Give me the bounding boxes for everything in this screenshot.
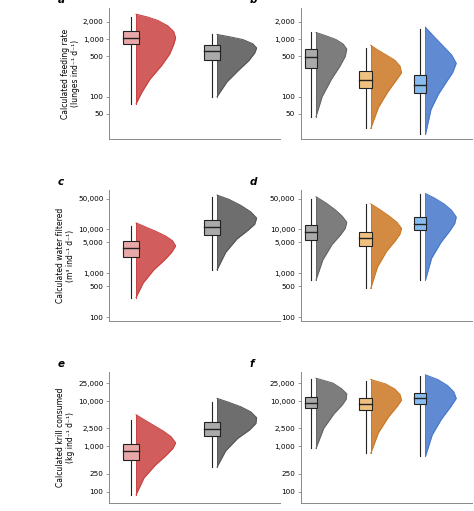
Text: b: b — [249, 0, 256, 5]
Text: f: f — [249, 359, 254, 369]
Bar — [414, 217, 427, 230]
Bar — [305, 49, 317, 67]
Text: c: c — [58, 177, 64, 187]
Bar — [305, 397, 317, 408]
Bar — [123, 444, 138, 460]
Y-axis label: Calculated water filtered
(m³ ind⁻¹ d⁻¹): Calculated water filtered (m³ ind⁻¹ d⁻¹) — [56, 208, 75, 303]
Bar — [204, 422, 219, 436]
Text: d: d — [249, 177, 256, 187]
Text: a: a — [58, 0, 65, 5]
Y-axis label: Calculated krill consumed
(kg ind⁻¹ d⁻¹): Calculated krill consumed (kg ind⁻¹ d⁻¹) — [56, 388, 75, 487]
Bar — [123, 241, 138, 258]
Bar — [414, 393, 427, 404]
Bar — [359, 231, 372, 246]
Bar — [204, 44, 219, 60]
Bar — [204, 220, 219, 235]
Text: e: e — [58, 359, 65, 369]
Bar — [359, 398, 372, 410]
Bar — [414, 75, 427, 93]
Bar — [359, 72, 372, 88]
Bar — [123, 32, 138, 44]
Y-axis label: Calculated feeding rate
(lunges ind⁻¹ d⁻¹): Calculated feeding rate (lunges ind⁻¹ d⁻… — [61, 29, 80, 119]
Bar — [305, 225, 317, 240]
